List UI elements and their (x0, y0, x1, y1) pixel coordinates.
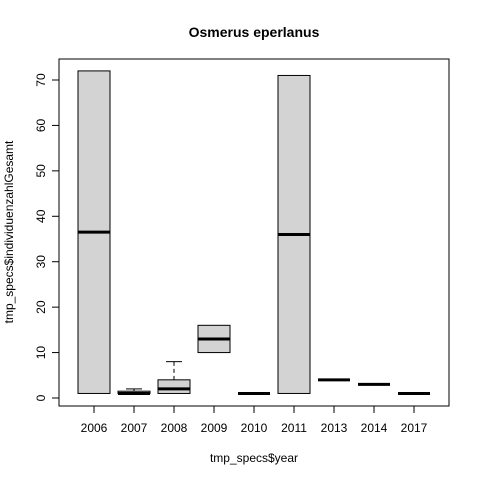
box-2008 (157, 361, 191, 394)
y-axis-label: tmp_specs$individuenzahlGesamt (2, 140, 16, 323)
x-tick-label: 2009 (201, 421, 228, 435)
x-tick-label: 2007 (121, 421, 148, 435)
plot-frame (58, 58, 450, 407)
box-2007 (117, 388, 151, 395)
box-rect (157, 379, 191, 394)
y-tick-label: 20 (34, 300, 48, 314)
y-tick-label: 70 (34, 73, 48, 87)
x-tick-label: 2013 (321, 421, 348, 435)
x-tick-label: 2010 (241, 421, 268, 435)
y-tick-label: 50 (34, 164, 48, 178)
y-tick-label: 30 (34, 255, 48, 269)
x-tick-label: 2011 (281, 421, 307, 435)
x-axis: 2006 2007 2008 2009 2010 2011 2013 2014 2017 (81, 405, 428, 435)
x-tick-label: 2008 (161, 421, 188, 435)
box-group (77, 70, 430, 395)
x-tick-label: 2014 (361, 421, 388, 435)
x-axis-label: tmp_specs$year (210, 451, 298, 465)
x-tick-label: 2017 (401, 421, 428, 435)
y-tick-label: 60 (34, 118, 48, 132)
chart-title: Osmerus eperlanus (189, 24, 320, 40)
box-2006 (77, 70, 111, 394)
box-2011 (277, 74, 311, 394)
y-axis: 0 10 20 30 40 50 60 70 (34, 73, 60, 401)
y-tick-label: 10 (34, 346, 48, 360)
y-tick-label: 40 (34, 209, 48, 223)
x-tick-label: 2006 (81, 421, 108, 435)
box-2009 (197, 324, 231, 354)
y-tick-label: 0 (34, 394, 48, 401)
